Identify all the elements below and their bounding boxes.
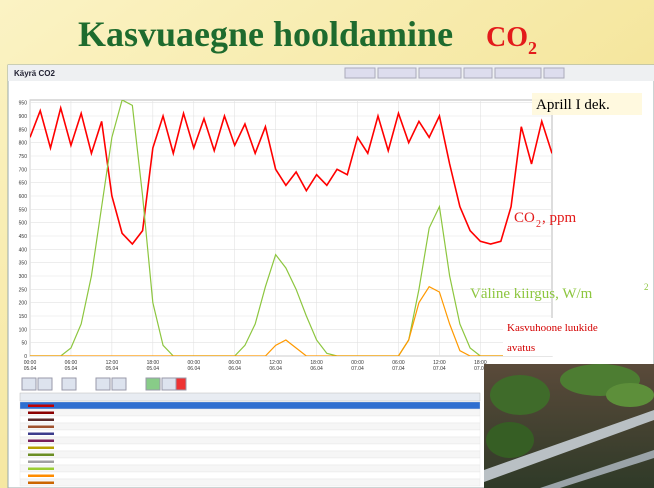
y-tick-label: 200 (19, 301, 28, 307)
row-color (28, 475, 54, 478)
row-color (28, 461, 54, 464)
table-row (20, 479, 480, 486)
table (20, 393, 480, 486)
toolbar (345, 68, 564, 78)
tab[interactable] (378, 68, 416, 78)
row-color (28, 482, 54, 485)
table-row (20, 416, 480, 423)
table-row (20, 472, 480, 479)
y-tick-label: 450 (19, 234, 28, 240)
photo (484, 364, 654, 488)
y-tick-label: 950 (19, 101, 28, 107)
row-color (28, 419, 54, 422)
table-row (20, 465, 480, 472)
row-color (28, 468, 54, 471)
y-tick-label: 100 (19, 327, 28, 333)
co2-unit: , ppm (542, 210, 577, 226)
y-tick-label: 400 (19, 247, 28, 253)
leaf (490, 375, 550, 415)
vents-label: Kasvuhoone luukide (507, 322, 598, 334)
table-header (20, 393, 480, 401)
table-row (20, 409, 480, 416)
tab[interactable] (419, 68, 461, 78)
y-tick-label: 300 (19, 274, 28, 280)
row-color (28, 447, 54, 450)
table-row (20, 430, 480, 437)
row-color (28, 454, 54, 457)
co2-label: CO (514, 210, 535, 226)
button[interactable] (96, 378, 110, 390)
tab[interactable] (495, 68, 541, 78)
button[interactable] (176, 378, 186, 390)
row-color (28, 412, 54, 415)
y-tick-label: 50 (21, 341, 27, 347)
table-row (20, 437, 480, 444)
plot-area (30, 100, 552, 356)
vents-label: avatus (507, 342, 535, 354)
button[interactable] (62, 378, 76, 390)
row-color (28, 426, 54, 429)
row-color (28, 440, 54, 443)
y-tick-label: 700 (19, 167, 28, 173)
radiation-sup: 2 (644, 282, 649, 292)
table-row (20, 451, 480, 458)
co2-sub: 2 (536, 219, 541, 230)
table-row (20, 402, 480, 409)
button[interactable] (146, 378, 160, 390)
table-row (20, 458, 480, 465)
title-chem: CO (486, 22, 528, 53)
tab[interactable] (464, 68, 492, 78)
y-tick-label: 900 (19, 114, 28, 120)
y-tick-label: 500 (19, 221, 28, 227)
title-sub: 2 (528, 38, 537, 58)
leaf (486, 422, 534, 458)
tab[interactable] (345, 68, 375, 78)
y-tick-label: 600 (19, 194, 28, 200)
y-tick-label: 150 (19, 314, 28, 320)
leaf (606, 383, 654, 407)
table-row (20, 423, 480, 430)
y-tick-label: 850 (19, 127, 28, 133)
y-tick-label: 350 (19, 261, 28, 267)
window-title: Käyrä CO2 (14, 69, 55, 78)
y-tick-label: 550 (19, 207, 28, 213)
button[interactable] (162, 378, 176, 390)
y-tick-label: 800 (19, 141, 28, 147)
slide: Kasvuaegne hooldamine CO 2 Käyrä CO2 050… (0, 0, 654, 488)
y-tick-label: 650 (19, 181, 28, 187)
button[interactable] (112, 378, 126, 390)
tab[interactable] (544, 68, 564, 78)
button[interactable] (38, 378, 52, 390)
period-label: Aprill I dek. (536, 97, 610, 113)
radiation-label: Väline kiirgus, W/m (470, 286, 593, 302)
y-tick-label: 750 (19, 154, 28, 160)
slide-title: Kasvuaegne hooldamine (78, 14, 453, 54)
table-row (20, 444, 480, 451)
button[interactable] (22, 378, 36, 390)
row-color (28, 433, 54, 436)
row-color (28, 405, 54, 408)
y-tick-label: 250 (19, 287, 28, 293)
